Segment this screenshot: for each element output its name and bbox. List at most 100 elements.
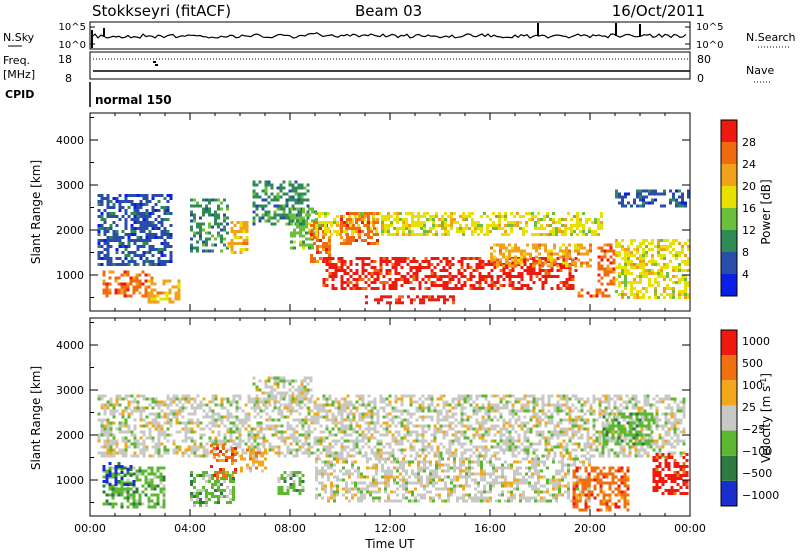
power-colorbar-swatch bbox=[721, 208, 737, 230]
time-x-axis: 00:00 04:00 08:00 12:00 16:00 20:00 00:00 bbox=[74, 522, 706, 535]
beam-title: Beam 03 bbox=[355, 2, 422, 20]
velocity-ytick-label: 2000 bbox=[56, 429, 84, 442]
freq-label-1: Freq. bbox=[3, 54, 30, 67]
nave-tick-bottom: 0 bbox=[697, 72, 704, 85]
cpid-label: CPID bbox=[5, 88, 34, 101]
power-region bbox=[365, 295, 455, 305]
velocity-colorbar-swatch bbox=[721, 430, 737, 456]
power-region bbox=[190, 198, 229, 253]
velocity-colorbar-swatch bbox=[721, 455, 737, 481]
power-colorbar-tick: 24 bbox=[742, 158, 756, 171]
nave-tick-top: 80 bbox=[697, 53, 711, 66]
velocity-colorbar-tick: 1000 bbox=[742, 335, 770, 348]
power-colorbar-swatch bbox=[721, 164, 737, 186]
power-region bbox=[615, 239, 690, 299]
velocity-region bbox=[102, 466, 166, 509]
x-tick-label: 04:00 bbox=[174, 522, 206, 535]
velocity-colorbar-swatch bbox=[721, 405, 737, 431]
power-colorbar-frame bbox=[720, 119, 738, 297]
freq-label-2: [MHz] bbox=[3, 68, 35, 81]
x-tick-label: 12:00 bbox=[374, 522, 406, 535]
power-colorbar-label: Power [dB] bbox=[759, 179, 773, 244]
velocity-colorbar-swatch bbox=[721, 380, 737, 406]
power-region bbox=[597, 243, 616, 286]
velocity-region bbox=[602, 412, 654, 446]
velocity-region bbox=[210, 444, 237, 480]
power-colorbar-tick: 28 bbox=[742, 136, 756, 149]
nave-label: Nave bbox=[746, 64, 774, 77]
velocity-region bbox=[240, 448, 267, 473]
power-region bbox=[147, 279, 181, 304]
velocity-region bbox=[277, 471, 305, 495]
power-colorbar-tick: 8 bbox=[742, 246, 749, 259]
velocity-region bbox=[315, 457, 591, 503]
nsearch-label: N.Search bbox=[746, 31, 796, 44]
velocity-ytick-label: 3000 bbox=[56, 384, 84, 397]
velocity-ytick-label: 1000 bbox=[56, 474, 84, 487]
nsky-tick-bottom: 10^0 bbox=[59, 40, 86, 51]
velocity-colorbar-tick: −1000 bbox=[742, 489, 779, 502]
velocity-colorbar-tick: −100 bbox=[742, 445, 772, 458]
power-region bbox=[290, 207, 317, 250]
nsky-label: N.Sky bbox=[3, 31, 35, 44]
power-colorbar-tick: 12 bbox=[742, 224, 756, 237]
velocity-colorbar-frame bbox=[720, 329, 738, 507]
power-colorbar-swatch bbox=[721, 252, 737, 274]
x-tick-label: 16:00 bbox=[474, 522, 506, 535]
velocity-region bbox=[190, 471, 235, 507]
nsky-tick-lines bbox=[90, 26, 690, 45]
power-colorbar-swatch bbox=[721, 142, 737, 164]
power-region bbox=[577, 288, 611, 298]
x-axis-label: Time UT bbox=[364, 537, 415, 551]
power-colorbar-tick: 16 bbox=[742, 202, 756, 215]
x-tick-label: 20:00 bbox=[574, 522, 606, 535]
power-region bbox=[227, 221, 249, 254]
velocity-heatmap bbox=[97, 376, 689, 512]
power-region bbox=[322, 257, 578, 290]
freq-tick-bottom: 8 bbox=[65, 72, 72, 85]
x-tick-label: 08:00 bbox=[274, 522, 306, 535]
velocity-colorbar-label: Velocity [m s-1] bbox=[759, 373, 773, 463]
cpid-value: normal 150 bbox=[95, 93, 172, 107]
x-tick-label: 00:00 bbox=[674, 522, 706, 535]
power-ylabel: Slant Range [km] bbox=[29, 160, 43, 264]
power-ytick-label: 3000 bbox=[56, 179, 84, 192]
nsky-trace bbox=[92, 32, 687, 39]
velocity-region bbox=[652, 453, 689, 495]
nsky-panel bbox=[89, 21, 691, 50]
velocity-region bbox=[572, 466, 630, 512]
power-colorbar-swatch bbox=[721, 186, 737, 208]
velocity-colorbar: 1000 500 100 25 −25 −100 −500 −1000 bbox=[720, 329, 779, 507]
velocity-colorbar-tick: 25 bbox=[742, 401, 756, 414]
date-title: 16/Oct/2011 bbox=[612, 2, 705, 20]
velocity-colorbar-swatch bbox=[721, 330, 737, 356]
freq-panel bbox=[89, 51, 691, 80]
power-region bbox=[615, 189, 690, 208]
velocity-colorbar-tick: 500 bbox=[742, 357, 763, 370]
power-ytick-label: 2000 bbox=[56, 224, 84, 237]
freq-tick-top: 18 bbox=[58, 53, 72, 66]
power-colorbar-swatch bbox=[721, 120, 737, 142]
velocity-colorbar-tick: −25 bbox=[742, 423, 765, 436]
velocity-colorbar-swatch bbox=[721, 480, 737, 506]
power-ytick-label: 4000 bbox=[56, 134, 84, 147]
velocity-region bbox=[102, 462, 136, 486]
velocity-colorbar-tick: −500 bbox=[742, 467, 772, 480]
power-colorbar-tick: 20 bbox=[742, 180, 756, 193]
nsearch-tick-bottom: 10^0 bbox=[696, 40, 723, 51]
nsky-tick-top: 10^5 bbox=[59, 22, 86, 33]
power-colorbar: 4 8 12 16 20 24 28 bbox=[720, 119, 756, 297]
power-heatmap bbox=[97, 180, 690, 305]
power-colorbar-swatch bbox=[721, 274, 737, 296]
velocity-ytick-label: 4000 bbox=[56, 339, 84, 352]
velocity-region bbox=[97, 394, 686, 458]
velocity-colorbar-tick: 100 bbox=[742, 379, 763, 392]
power-region bbox=[340, 212, 379, 245]
velocity-y-axis: 1000 2000 3000 4000 bbox=[56, 318, 691, 516]
nsky-spikes bbox=[91, 23, 641, 48]
power-colorbar-swatch bbox=[721, 230, 737, 252]
velocity-colorbar-swatch bbox=[721, 355, 737, 381]
freq-outlier-points bbox=[153, 61, 158, 66]
power-region bbox=[490, 243, 592, 268]
